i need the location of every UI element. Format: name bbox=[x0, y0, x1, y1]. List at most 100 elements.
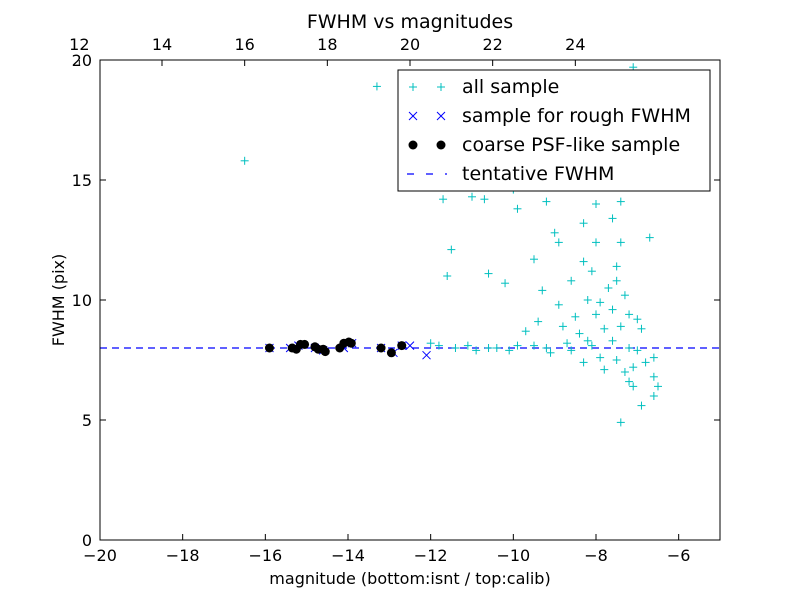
data-point-plus bbox=[534, 317, 543, 326]
data-point-plus bbox=[484, 344, 493, 352]
data-point-plus bbox=[550, 228, 559, 237]
x-tick-label: −6 bbox=[667, 546, 691, 565]
data-point-plus bbox=[443, 272, 452, 280]
data-point-plus bbox=[530, 255, 538, 264]
data-point-plus bbox=[563, 339, 572, 348]
data-point-plus bbox=[426, 339, 435, 348]
data-point-x bbox=[405, 341, 415, 350]
data-point-plus bbox=[637, 324, 646, 333]
data-point-plus bbox=[608, 336, 617, 345]
data-point-plus bbox=[637, 401, 646, 410]
legend-label: all sample bbox=[462, 76, 559, 98]
data-point-x bbox=[422, 350, 431, 360]
top-tick-label: 20 bbox=[400, 35, 420, 54]
x-axis-top: 12 14 16 18 20 22 24 bbox=[69, 35, 586, 66]
data-point-dot bbox=[346, 338, 356, 348]
data-point-plus bbox=[641, 358, 650, 367]
data-point-plus bbox=[616, 197, 625, 206]
legend-label: tentative FWHM bbox=[462, 163, 614, 185]
legend-item-psf-sample: coarse PSF-like sample bbox=[408, 134, 680, 156]
data-point-dot bbox=[300, 339, 310, 349]
data-point-plus bbox=[612, 276, 621, 285]
legend-marker-dot bbox=[408, 140, 446, 150]
data-point-plus bbox=[654, 382, 662, 391]
legend-box bbox=[397, 69, 711, 192]
cross-b bbox=[405, 341, 415, 350]
top-tick-label: 12 bbox=[69, 35, 89, 54]
data-point-plus bbox=[583, 296, 592, 304]
data-point-plus bbox=[468, 192, 476, 201]
data-point-plus bbox=[592, 200, 600, 208]
data-point-plus bbox=[579, 219, 588, 228]
data-point-plus bbox=[575, 329, 584, 338]
data-point-plus bbox=[571, 312, 580, 321]
legend-marker-plus bbox=[409, 83, 445, 91]
legend-dot bbox=[408, 140, 418, 150]
data-point-plus bbox=[434, 341, 443, 350]
data-point-plus bbox=[492, 344, 501, 352]
data-point-plus bbox=[587, 267, 596, 276]
cross-b bbox=[422, 350, 431, 360]
data-point-plus bbox=[645, 233, 654, 242]
data-point-plus bbox=[616, 238, 625, 247]
x-axis-label: magnitude (bottom:isnt / top:calib) bbox=[269, 569, 550, 588]
data-point-plus bbox=[604, 284, 613, 292]
legend-item-all-sample: all sample bbox=[409, 76, 559, 98]
data-point-plus bbox=[649, 372, 658, 381]
data-point-plus bbox=[372, 82, 381, 91]
data-point-plus bbox=[583, 336, 592, 345]
data-point-plus bbox=[633, 315, 642, 324]
y-tick-label: 20 bbox=[72, 51, 92, 70]
data-point-plus bbox=[546, 348, 555, 357]
legend-marker-x bbox=[408, 111, 446, 121]
top-tick-label: 22 bbox=[482, 35, 502, 54]
y-tick-label: 5 bbox=[82, 411, 92, 430]
x-tick-label: −10 bbox=[496, 546, 530, 565]
data-point-dot bbox=[264, 343, 274, 353]
x-tick-label: −14 bbox=[331, 546, 365, 565]
data-point-plus bbox=[567, 346, 576, 355]
legend-item-rough-sample: sample for rough FWHM bbox=[408, 105, 691, 127]
x-tick-label: −18 bbox=[166, 546, 200, 565]
data-point-dot bbox=[397, 341, 407, 351]
data-point-plus bbox=[554, 238, 563, 247]
data-point-plus bbox=[625, 310, 634, 319]
data-point-plus bbox=[596, 298, 605, 307]
data-point-plus bbox=[505, 346, 514, 355]
data-point-plus bbox=[625, 377, 634, 386]
top-tick-label: 14 bbox=[152, 35, 172, 54]
legend-label: sample for rough FWHM bbox=[462, 105, 691, 127]
data-point-plus bbox=[649, 353, 658, 362]
data-point-plus bbox=[629, 382, 638, 391]
data-point-plus bbox=[629, 363, 638, 372]
y-tick-label: 0 bbox=[82, 531, 92, 550]
data-point-dot bbox=[320, 347, 330, 357]
data-point-dot bbox=[376, 343, 386, 353]
data-point-plus bbox=[558, 322, 567, 331]
data-point-plus bbox=[567, 276, 576, 285]
data-point-plus bbox=[554, 300, 563, 309]
data-point-plus bbox=[633, 346, 642, 355]
cross-b bbox=[436, 111, 446, 121]
data-point-plus bbox=[521, 327, 530, 336]
data-point-plus bbox=[484, 269, 493, 278]
data-point-plus bbox=[596, 353, 605, 362]
data-point-plus bbox=[240, 156, 249, 165]
data-point-plus bbox=[625, 344, 634, 352]
data-point-plus bbox=[592, 238, 600, 247]
y-axis: 0 5 10 15 20 bbox=[72, 51, 720, 550]
data-point-plus bbox=[513, 341, 522, 350]
y-tick-label: 10 bbox=[72, 291, 92, 310]
data-point-plus bbox=[612, 262, 621, 271]
data-point-plus bbox=[480, 195, 489, 204]
x-tick-label: −16 bbox=[248, 546, 282, 565]
data-point-plus bbox=[513, 204, 522, 213]
data-point-plus bbox=[447, 245, 456, 254]
data-point-plus bbox=[620, 368, 629, 376]
chart-title: FWHM vs magnitudes bbox=[307, 11, 513, 33]
top-tick-label: 24 bbox=[565, 35, 585, 54]
data-point-plus bbox=[530, 341, 538, 350]
data-point-plus bbox=[649, 392, 658, 400]
cross-b bbox=[408, 111, 418, 121]
